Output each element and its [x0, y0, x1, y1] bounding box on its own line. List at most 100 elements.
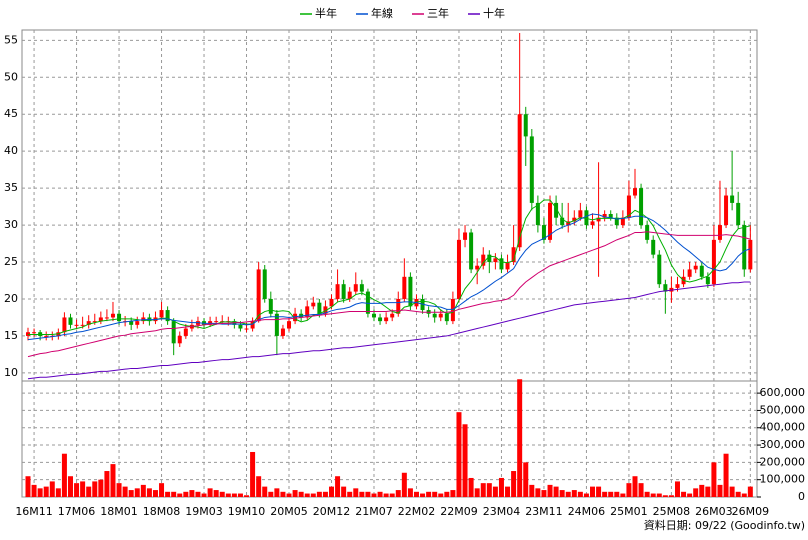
- volume-bar: [462, 424, 468, 497]
- candle-body: [408, 276, 413, 307]
- candle-body: [499, 258, 504, 270]
- volume-bar: [237, 493, 243, 497]
- volume-bar: [262, 486, 268, 497]
- volume-bar: [316, 491, 322, 497]
- volume-bar: [705, 486, 711, 497]
- candle-body: [699, 265, 704, 277]
- y2-tick-label: 500,000: [760, 403, 806, 416]
- candle-body: [584, 210, 589, 226]
- candle-body: [693, 265, 698, 270]
- candle-body: [608, 213, 613, 218]
- volume-bar: [377, 491, 383, 497]
- x-tick-label: 26M09: [732, 505, 770, 518]
- candle-body: [80, 324, 85, 326]
- candle-body: [487, 254, 492, 263]
- volume-bar: [438, 493, 444, 497]
- y-tick-label: 50: [4, 70, 18, 83]
- candle-body: [171, 321, 176, 344]
- volume-bar: [468, 477, 474, 497]
- volume-bar: [207, 488, 213, 497]
- x-tick-label: 23M11: [525, 505, 563, 518]
- candle-body: [675, 284, 680, 288]
- volume-bar: [189, 490, 195, 497]
- volume-bar: [492, 486, 498, 497]
- y-tick-label: 55: [4, 33, 18, 46]
- volume-bar: [219, 491, 225, 497]
- volume-bar: [134, 488, 140, 497]
- y-tick-label: 10: [4, 366, 18, 379]
- legend-label: 年線: [371, 6, 393, 20]
- candle-body: [274, 313, 279, 336]
- footer: 資料日期: 09/22 (Goodinfo.tw): [644, 518, 805, 532]
- volume-bar: [693, 488, 699, 497]
- volume-bar: [747, 486, 753, 497]
- x-tick-label: 20M05: [270, 505, 308, 518]
- volume-bar: [25, 476, 31, 497]
- volume-bar: [450, 490, 456, 497]
- volume-bar: [165, 491, 171, 497]
- volume-bar: [407, 488, 413, 497]
- volume-bar: [741, 493, 747, 497]
- volume-bar: [486, 483, 492, 497]
- volume-bar: [511, 471, 517, 497]
- candle-body: [341, 284, 346, 299]
- volume-bar: [359, 491, 365, 497]
- candle-body: [129, 321, 134, 325]
- volume-bar: [620, 493, 626, 497]
- candle-body: [32, 332, 37, 334]
- candle-body: [450, 298, 455, 322]
- x-tick-label: 23M04: [483, 505, 521, 518]
- plot-frame: [21, 29, 758, 498]
- volume-bar: [31, 484, 37, 497]
- volume-bar: [614, 491, 620, 497]
- candle-body: [305, 306, 310, 318]
- candle-body: [645, 225, 650, 240]
- volume-bar: [529, 484, 535, 497]
- x-tick-label: 25M08: [653, 505, 691, 518]
- y-tick-label: 35: [4, 181, 18, 194]
- candle-body: [511, 247, 516, 263]
- volume-bar: [244, 495, 250, 497]
- candle-body: [98, 317, 103, 322]
- volume-bar: [444, 491, 450, 497]
- volume-bar: [268, 491, 274, 497]
- y2-tick-label: 200,000: [760, 455, 806, 468]
- candle-body: [529, 136, 534, 203]
- ma-line: [28, 199, 751, 335]
- candle-body: [353, 284, 358, 292]
- candle-body: [262, 269, 267, 299]
- volume-bar: [389, 493, 395, 497]
- candle-body: [541, 225, 546, 240]
- candle-body: [74, 324, 79, 326]
- volume-bar: [195, 491, 201, 497]
- volume-bar: [541, 490, 547, 497]
- candle-body: [135, 321, 140, 325]
- y-tick-label: 15: [4, 329, 18, 342]
- volume-bar: [74, 483, 80, 497]
- candle-body: [335, 284, 340, 299]
- volume-bar: [505, 486, 511, 497]
- volume-bar: [656, 493, 662, 497]
- y-tick-label: 40: [4, 144, 18, 157]
- volume-bar: [650, 493, 656, 497]
- volume-bar: [432, 491, 438, 497]
- volume-bar: [668, 495, 674, 497]
- volume-bar: [723, 453, 729, 497]
- candle-body: [456, 239, 461, 299]
- x-tick-label: 22M09: [440, 505, 478, 518]
- candle-body: [365, 291, 370, 314]
- volume-bar: [632, 476, 638, 497]
- volume-bar: [638, 483, 644, 497]
- candle-body: [687, 269, 692, 277]
- candle-body: [438, 313, 443, 318]
- volume-bar: [644, 491, 650, 497]
- candle-body: [651, 239, 656, 255]
- x-tick-label: 25M01: [610, 505, 648, 518]
- candle-body: [742, 225, 747, 270]
- volume-bar: [347, 491, 353, 497]
- volume-bar: [49, 481, 55, 497]
- volume-bar: [329, 486, 334, 497]
- candle-body: [347, 291, 352, 299]
